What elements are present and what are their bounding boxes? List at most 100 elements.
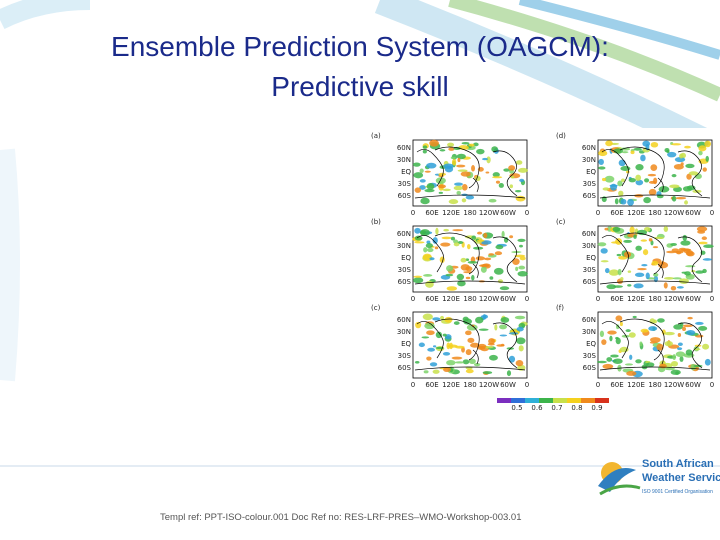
skill-blob: [664, 341, 673, 347]
skill-blob: [617, 180, 623, 187]
skill-blob: [425, 243, 433, 249]
skill-blob: [472, 246, 484, 250]
skill-blob: [432, 237, 438, 244]
skill-blob: [670, 242, 677, 246]
skill-blob: [687, 316, 693, 320]
skill-blob: [633, 234, 637, 239]
map-panel: [412, 139, 528, 207]
skill-blob: [441, 236, 452, 240]
lon-label: 120E: [442, 295, 460, 303]
lat-label: 60S: [398, 278, 412, 286]
skill-blob: [456, 273, 465, 281]
swoosh: [0, 148, 20, 382]
skill-blob: [449, 342, 453, 350]
lon-label: 120E: [627, 381, 645, 389]
skill-blob: [446, 359, 456, 366]
skill-blob: [477, 343, 487, 349]
skill-blob: [633, 147, 642, 151]
skill-blob: [477, 239, 485, 242]
skill-blob: [643, 196, 651, 204]
skill-blob: [492, 172, 500, 178]
colorbar-segment: [567, 398, 581, 403]
skill-blob: [623, 239, 632, 243]
skill-blob: [678, 247, 687, 252]
skill-blob: [703, 244, 714, 249]
skill-blob: [648, 326, 658, 331]
swoosh: [448, 0, 720, 102]
skill-blob: [501, 230, 505, 238]
skill-blob: [627, 284, 632, 287]
skill-blob: [462, 359, 470, 365]
skill-blob: [602, 363, 614, 369]
lon-label: 60W: [685, 381, 701, 389]
lon-label: 120E: [627, 209, 645, 217]
skill-blob: [517, 238, 526, 243]
skill-blob: [480, 266, 487, 273]
skill-blob: [471, 235, 477, 240]
panel-label: (c): [556, 218, 566, 226]
skill-blob: [471, 324, 475, 327]
skill-blob: [508, 165, 516, 171]
skill-blob: [676, 286, 684, 289]
lat-label: 30N: [582, 328, 596, 336]
skill-blob: [608, 269, 620, 276]
lon-label: 180: [648, 381, 661, 389]
skill-blob: [499, 286, 510, 291]
skill-blob: [650, 141, 659, 148]
skill-blob: [685, 163, 695, 169]
skill-blob: [695, 270, 705, 274]
skill-blob: [442, 333, 447, 337]
skill-blob: [639, 341, 643, 347]
logo: South African Weather Service ISO 9001 C…: [598, 458, 720, 496]
skill-blob: [450, 236, 456, 241]
colorbar-segment: [539, 398, 553, 403]
skill-blob: [647, 173, 657, 177]
skill-blob: [495, 180, 501, 184]
skill-blob: [454, 182, 463, 186]
skill-blob: [598, 166, 606, 170]
skill-blob: [648, 238, 653, 242]
lon-label: 120E: [442, 209, 460, 217]
skill-blob: [450, 156, 456, 160]
skill-blob: [418, 342, 425, 348]
skill-blob: [414, 361, 420, 364]
skill-blob: [650, 240, 654, 246]
skill-blob: [620, 147, 631, 151]
lat-label: 60S: [398, 192, 412, 200]
skill-blob: [440, 315, 445, 321]
lon-label: 60E: [610, 381, 623, 389]
panel-label: (b): [371, 218, 381, 226]
skill-blob: [680, 240, 691, 246]
skill-blob: [653, 236, 665, 240]
lat-label: 30S: [398, 352, 412, 360]
skill-blob: [597, 242, 607, 247]
skill-blob: [629, 226, 635, 234]
skill-blob: [509, 235, 514, 239]
lon-label: 60E: [425, 295, 438, 303]
skill-blob: [414, 227, 421, 234]
skill-blob: [685, 265, 696, 268]
map-panel: [412, 311, 528, 379]
skill-blob: [429, 257, 435, 261]
skill-blob: [519, 178, 525, 182]
skill-blob: [465, 349, 472, 356]
skill-blob: [669, 184, 680, 189]
skill-blob: [496, 344, 505, 347]
lon-label: 60W: [500, 295, 516, 303]
skill-blob: [515, 189, 522, 193]
skill-blob: [635, 179, 644, 186]
skill-blob: [465, 195, 475, 200]
skill-blob: [605, 140, 613, 147]
skill-blob: [677, 333, 682, 338]
skill-blob: [467, 337, 475, 343]
skill-blob: [606, 357, 613, 362]
skill-blob: [515, 160, 523, 165]
skill-blob: [672, 277, 682, 280]
skill-blob: [601, 339, 607, 345]
skill-blob: [517, 271, 528, 277]
skill-blob: [610, 354, 619, 358]
skill-blob: [443, 228, 450, 232]
skill-blob: [426, 183, 435, 190]
skill-blob: [641, 263, 648, 267]
